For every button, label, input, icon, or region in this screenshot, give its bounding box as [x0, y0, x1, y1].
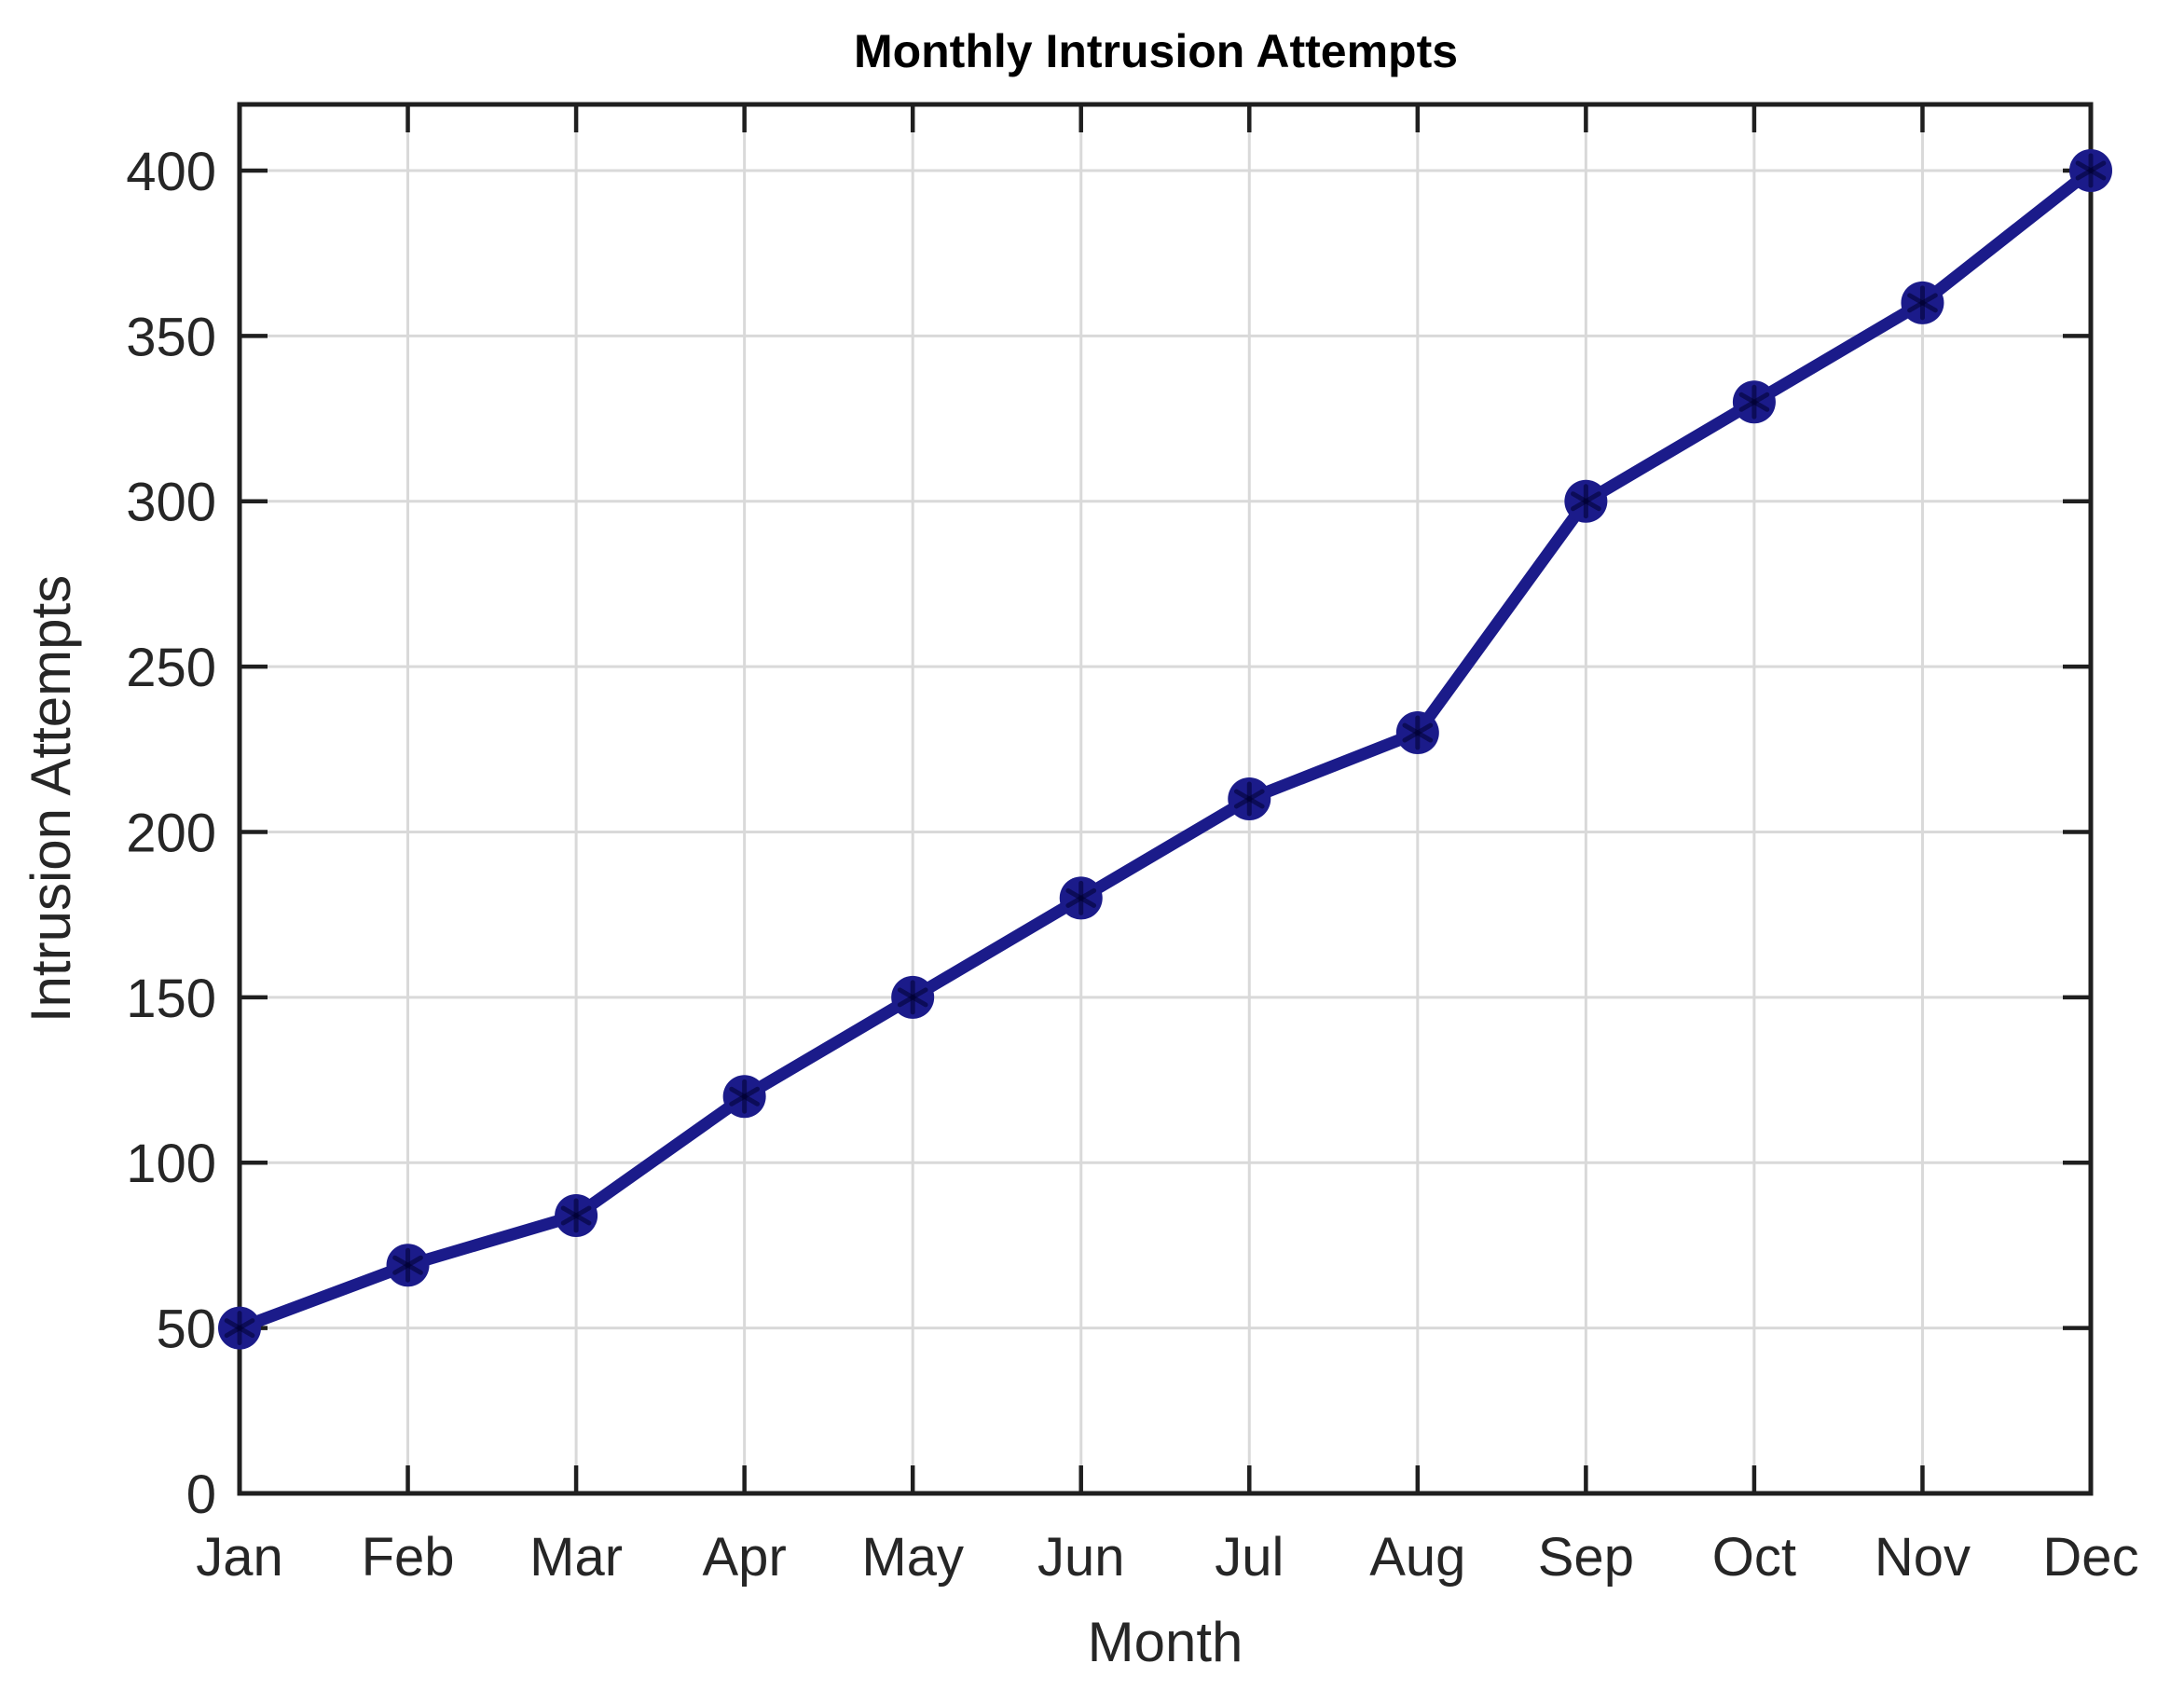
- data-point-marker: [555, 1194, 598, 1237]
- x-axis-label: Month: [1088, 1611, 1243, 1673]
- y-tick-label: 0: [186, 1464, 216, 1525]
- x-tick-label: Oct: [1712, 1527, 1796, 1588]
- y-tick-label: 50: [156, 1299, 216, 1360]
- data-point-marker: [722, 1075, 766, 1119]
- x-tick-label: Apr: [703, 1527, 787, 1588]
- marker-asterisk-stroke: [1907, 293, 1938, 313]
- tick-marks: [237, 104, 2094, 1496]
- y-axis-label: Intrusion Attempts: [20, 575, 82, 1023]
- marker-asterisk-stroke: [224, 1318, 255, 1339]
- y-tick-label: 300: [126, 473, 216, 533]
- marker-asterisk-stroke: [897, 987, 928, 1008]
- x-tick-label: Jan: [196, 1527, 283, 1588]
- y-tick-label: 200: [126, 803, 216, 863]
- data-point-marker: [1059, 876, 1103, 920]
- x-tick-label: Jun: [1037, 1527, 1125, 1588]
- marker-asterisk-stroke: [1233, 789, 1265, 809]
- marker-asterisk-stroke: [729, 1086, 760, 1107]
- axes-frame: [237, 102, 2094, 1496]
- marker-asterisk-stroke: [1065, 887, 1097, 908]
- gridlines: [238, 104, 2093, 1495]
- data-point-marker: [2069, 148, 2112, 192]
- data-point-marker: [218, 1306, 261, 1350]
- marker-asterisk-stroke: [560, 1205, 592, 1226]
- data-point-marker: [386, 1244, 430, 1287]
- data-point-marker: [1732, 380, 1776, 424]
- data-point-marker: [891, 975, 935, 1019]
- marker-asterisk-stroke: [2075, 160, 2107, 181]
- data-point-marker: [1901, 281, 1944, 324]
- data-point-marker: [1564, 479, 1608, 523]
- y-tick-label: 400: [126, 142, 216, 202]
- y-tick-label: 150: [126, 969, 216, 1029]
- x-tick-label: Feb: [362, 1527, 455, 1588]
- x-tick-label: Sep: [1538, 1527, 1634, 1588]
- y-tick-label: 250: [126, 638, 216, 698]
- x-tick-label: Nov: [1875, 1527, 1971, 1588]
- marker-asterisk-stroke: [392, 1255, 423, 1275]
- y-tick-label: 350: [126, 307, 216, 367]
- x-tick-label: Aug: [1369, 1527, 1465, 1588]
- x-tick-label: Mar: [529, 1527, 623, 1588]
- chart-title: Monthly Intrusion Attempts: [854, 25, 1458, 77]
- tick-labels: 0 50 100 150 200 250 300 350 400 Jan Feb Mar Apr May J…: [126, 142, 2138, 1588]
- x-tick-label: Dec: [2042, 1527, 2138, 1588]
- marker-asterisk-stroke: [1738, 392, 1770, 412]
- marker-asterisk-stroke: [1571, 491, 1601, 512]
- x-tick-label: May: [861, 1527, 964, 1588]
- data-line: [233, 164, 2097, 1335]
- data-point-marker: [1395, 711, 1439, 755]
- marker-asterisk-stroke: [1402, 722, 1434, 743]
- data-point-marker: [1228, 777, 1271, 820]
- y-tick-label: 100: [126, 1134, 216, 1194]
- x-tick-label: Jul: [1215, 1527, 1284, 1588]
